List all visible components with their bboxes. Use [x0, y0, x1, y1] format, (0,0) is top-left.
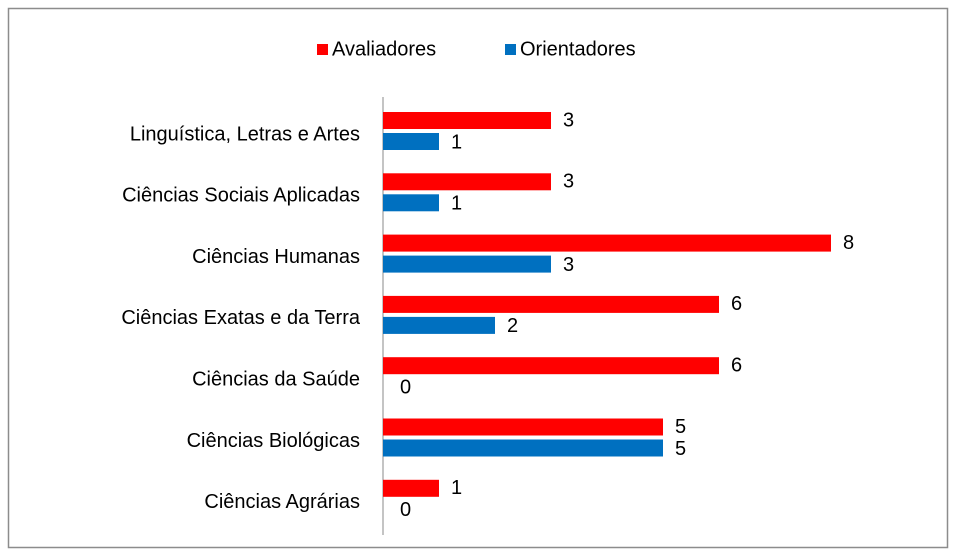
bar — [383, 418, 663, 436]
bar — [383, 173, 551, 191]
data-label: 8 — [843, 232, 854, 254]
data-label: 2 — [507, 315, 518, 337]
data-label: 1 — [451, 477, 462, 499]
bar — [383, 295, 719, 313]
bar — [383, 194, 439, 212]
data-label: 3 — [563, 254, 574, 276]
data-label: 6 — [731, 293, 742, 315]
legend-label: Orientadores — [520, 38, 636, 60]
bar — [383, 316, 495, 334]
data-label: 0 — [400, 499, 411, 521]
y-tick-label: Linguística, Letras e Artes — [130, 123, 360, 145]
bar — [383, 479, 439, 497]
y-tick-label: Ciências Sociais Aplicadas — [122, 185, 360, 207]
data-label: 0 — [400, 376, 411, 398]
data-label: 3 — [563, 109, 574, 131]
legend-swatch — [317, 44, 328, 55]
y-tick-label: Ciências da Saúde — [192, 368, 360, 390]
bar — [383, 133, 439, 150]
bar — [383, 255, 551, 273]
data-label: 1 — [451, 193, 462, 215]
data-label: 5 — [675, 438, 686, 460]
bar — [383, 112, 551, 129]
data-label: 6 — [731, 354, 742, 376]
chart-border — [7, 7, 949, 549]
legend-swatch — [505, 44, 516, 55]
bar — [383, 357, 719, 375]
bar — [383, 234, 831, 252]
data-label: 1 — [451, 131, 462, 153]
y-tick-label: Ciências Agrárias — [204, 491, 360, 513]
data-label: 3 — [563, 171, 574, 193]
y-tick-label: Ciências Biológicas — [187, 430, 360, 452]
bar — [383, 439, 663, 457]
legend-label: Avaliadores — [332, 38, 436, 60]
y-tick-label: Ciências Exatas e da Terra — [121, 307, 361, 329]
data-label: 5 — [675, 416, 686, 438]
y-tick-label: Ciências Humanas — [192, 246, 360, 268]
